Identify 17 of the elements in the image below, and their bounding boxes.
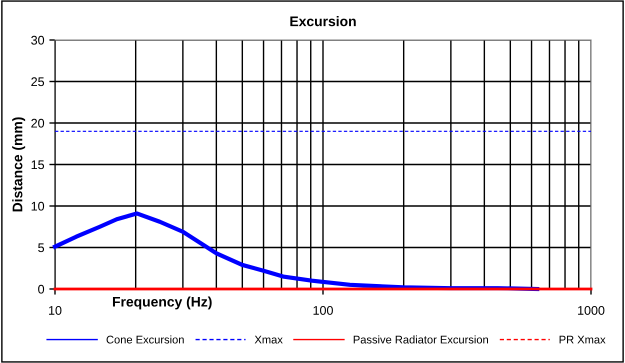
x-tick-label: 100 (314, 306, 333, 315)
legend-label: Cone Excursion (106, 335, 184, 344)
y-tick-label: 30 (31, 36, 44, 45)
y-tick-label: 25 (31, 77, 44, 86)
x-tick-label: 10 (49, 306, 62, 315)
y-tick-label: 5 (38, 243, 44, 252)
y-tick-label: 0 (38, 284, 44, 294)
x-axis-title: Frequency (Hz) (112, 296, 212, 310)
legend-label: Xmax (254, 336, 283, 344)
y-axis-title: Distance (mm) (12, 117, 26, 212)
legend-label: Passive Radiator Excursion (354, 335, 488, 344)
y-tick-label: 15 (32, 160, 44, 170)
y-tick-label: 10 (32, 202, 44, 211)
y-tick-label: 20 (31, 118, 44, 128)
legend-label: PR Xmax (560, 336, 606, 344)
x-tick-label: 1000 (578, 306, 604, 315)
chart-title: Excursion (290, 16, 356, 26)
